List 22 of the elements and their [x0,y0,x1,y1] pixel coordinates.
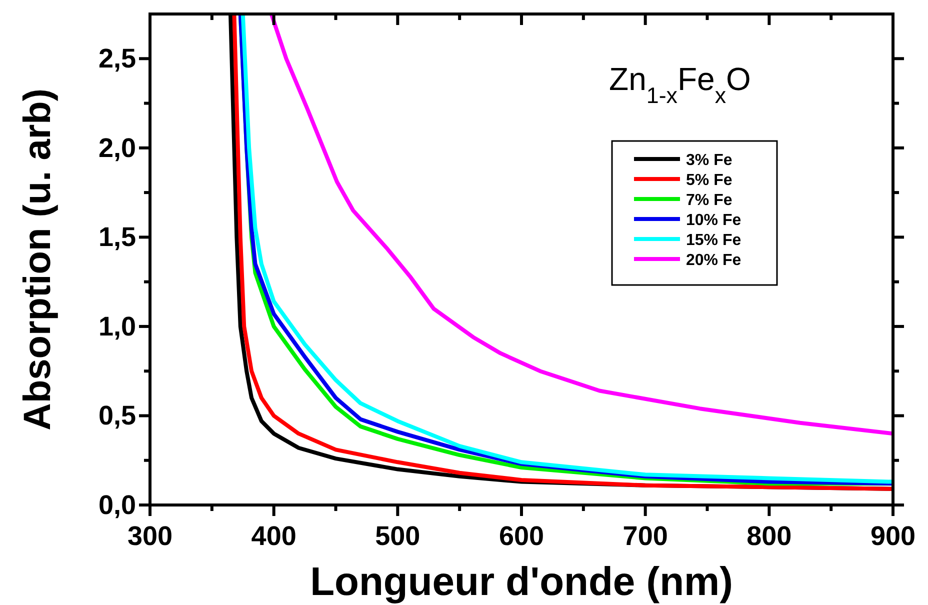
y-tick-label: 0,0 [98,490,136,520]
y-tick-label: 1,5 [98,222,136,252]
legend-label: 10% Fe [686,212,742,229]
y-axis-title: Absorption (u. arb) [17,88,59,430]
x-tick-label: 300 [127,521,173,551]
x-axis-title: Longueur d'onde (nm) [310,560,733,604]
y-tick-label: 2,0 [98,132,136,163]
legend-label: 15% Fe [686,232,742,249]
legend-label: 20% Fe [686,252,742,269]
y-tick-label: 1,0 [98,311,136,342]
legend-label: 5% Fe [686,172,732,189]
y-tick-label: 0,5 [98,400,136,431]
x-tick-label: 500 [375,521,420,551]
legend-label: 3% Fe [686,152,732,169]
x-tick-label: 700 [622,521,668,551]
annotation: Zn$_{1-x}$Fe$_{x}$O [609,61,751,108]
x-tick-label: 800 [746,521,792,551]
y-tick-label: 2,5 [98,44,136,74]
x-tick-label: 600 [498,521,544,551]
x-tick-label: 400 [251,521,296,551]
x-tick-label: 900 [870,521,916,551]
legend-label: 7% Fe [686,192,732,209]
